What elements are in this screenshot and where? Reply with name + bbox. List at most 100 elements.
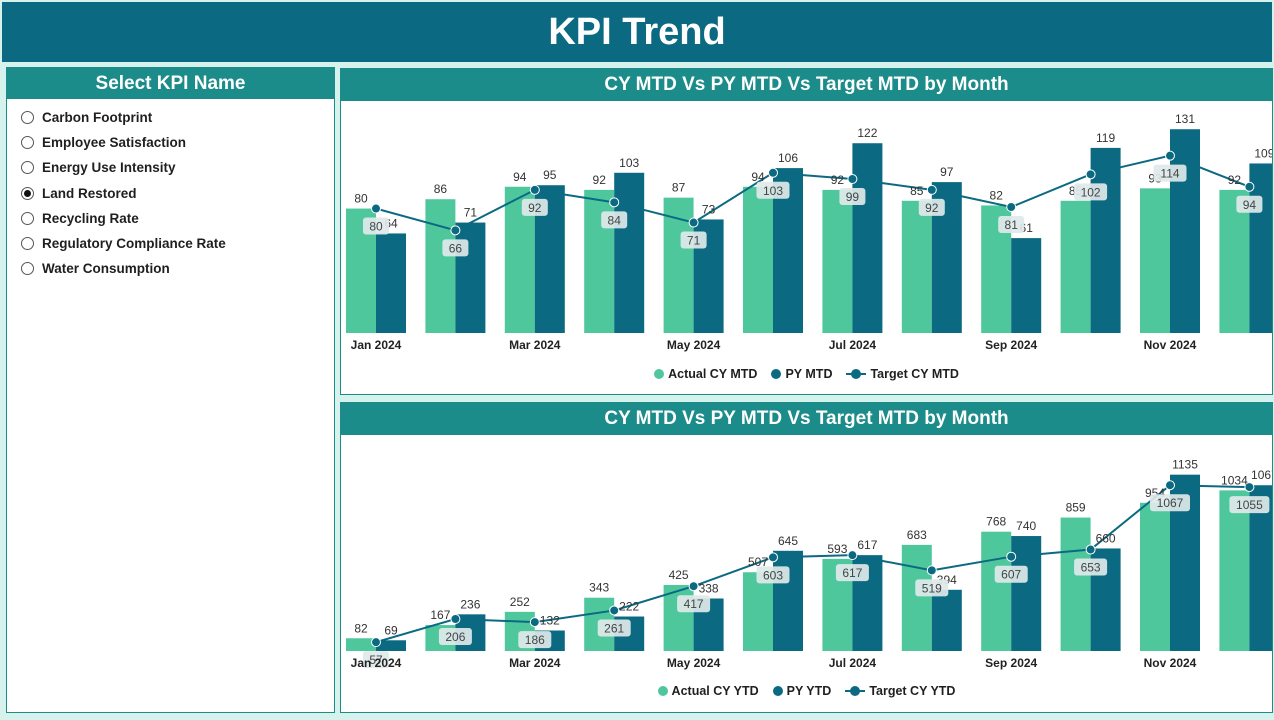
legend-actual-cy-ytd[interactable]: Actual CY YTD bbox=[657, 684, 759, 698]
target-point bbox=[1165, 480, 1175, 491]
bar-actual-label: 82 bbox=[354, 621, 368, 635]
slicer-option-label: Recycling Rate bbox=[42, 210, 139, 226]
radio-icon[interactable] bbox=[21, 237, 34, 251]
target-label-box bbox=[521, 198, 548, 216]
bar-actual-label: 507 bbox=[748, 555, 768, 569]
bar-py-label: 106 bbox=[778, 151, 798, 165]
target-point bbox=[529, 184, 540, 195]
target-label: 114 bbox=[1160, 167, 1179, 181]
legend-actual-label: Actual CY MTD bbox=[668, 367, 758, 381]
bar-actual-label: 82 bbox=[990, 188, 1004, 202]
target-label-box bbox=[835, 564, 869, 582]
target-label-box bbox=[442, 239, 469, 257]
slicer-option-label: Regulatory Compliance Rate bbox=[42, 236, 226, 252]
page-header: KPI Trend bbox=[2, 2, 1272, 62]
target-label: 519 bbox=[922, 581, 942, 595]
bar-actual bbox=[743, 186, 773, 333]
x-tick-label: Sep 2024 bbox=[985, 656, 1037, 670]
radio-icon[interactable] bbox=[21, 211, 34, 225]
target-label-box bbox=[1236, 195, 1263, 213]
slicer-option-label: Water Consumption bbox=[42, 261, 170, 277]
bar-py-label: 109 bbox=[1254, 146, 1272, 160]
bar-actual-label: 92 bbox=[593, 173, 607, 187]
radio-icon[interactable] bbox=[21, 136, 34, 150]
target-label-box bbox=[994, 565, 1028, 583]
kpi-slicer: Select KPI Name Carbon Footprint Employee… bbox=[6, 67, 335, 713]
target-label: 99 bbox=[846, 190, 860, 204]
target-label: 84 bbox=[608, 213, 622, 227]
mtd-chart: 8064867194959210387739410692122859782618… bbox=[346, 112, 1272, 352]
slicer-option[interactable]: Land Restored bbox=[21, 181, 334, 206]
legend-target-label: Target CY MTD bbox=[870, 367, 959, 381]
bar-actual-label: 80 bbox=[354, 192, 368, 206]
slicer-option[interactable]: Recycling Rate bbox=[21, 206, 334, 231]
target-point bbox=[1006, 551, 1017, 562]
bar-py bbox=[376, 233, 406, 333]
bar-py-label: 97 bbox=[940, 165, 954, 179]
bar-py-label: 71 bbox=[464, 206, 478, 220]
radio-icon[interactable] bbox=[21, 111, 34, 125]
bar-py bbox=[852, 143, 883, 333]
bar-py-label: 236 bbox=[460, 597, 480, 611]
target-label-box bbox=[756, 566, 790, 584]
slicer-option-label: Employee Satisfaction bbox=[42, 135, 187, 151]
target-point bbox=[1244, 181, 1255, 192]
target-point bbox=[847, 174, 858, 184]
legend-py-ytd[interactable]: PY YTD bbox=[772, 684, 832, 698]
mtd-legend: Actual CY MTD PY MTD Target CY MTD bbox=[341, 367, 1272, 381]
target-label: 617 bbox=[842, 566, 862, 580]
target-label: 81 bbox=[1005, 218, 1019, 232]
slicer-option[interactable]: Water Consumption bbox=[21, 256, 334, 281]
bar-actual bbox=[822, 189, 853, 333]
target-label: 92 bbox=[925, 201, 939, 215]
target-point bbox=[926, 184, 937, 195]
bar-actual-label: 94 bbox=[513, 170, 527, 184]
slicer-option[interactable]: Energy Use Intensity bbox=[21, 155, 334, 180]
bar-py bbox=[1011, 238, 1042, 333]
radio-icon[interactable] bbox=[21, 262, 34, 276]
target-point bbox=[1006, 202, 1017, 212]
target-line bbox=[375, 154, 1250, 232]
bar-py bbox=[614, 172, 645, 333]
radio-selected-icon[interactable] bbox=[21, 186, 34, 200]
bar-py-label: 1067 bbox=[1251, 468, 1272, 482]
legend-target-cy-mtd[interactable]: Target CY MTD bbox=[846, 367, 959, 381]
target-point bbox=[1085, 544, 1096, 555]
bar-py-label: 1135 bbox=[1172, 458, 1198, 472]
bar-py-label: 131 bbox=[1175, 112, 1195, 126]
target-label-box bbox=[839, 188, 866, 205]
slicer-option[interactable]: Employee Satisfaction bbox=[21, 130, 334, 155]
target-label: 92 bbox=[528, 201, 542, 215]
bar-py-label: 73 bbox=[702, 202, 716, 216]
slicer-option[interactable]: Regulatory Compliance Rate bbox=[21, 231, 334, 256]
bar-actual-label: 252 bbox=[510, 595, 530, 609]
x-tick-label: Mar 2024 bbox=[509, 338, 561, 352]
radio-icon[interactable] bbox=[21, 161, 34, 175]
bar-py bbox=[455, 222, 486, 333]
bar-actual-label: 1034 bbox=[1221, 473, 1248, 487]
slicer-option[interactable]: Carbon Footprint bbox=[21, 105, 334, 130]
legend-py-mtd[interactable]: PY MTD bbox=[771, 367, 832, 381]
target-label: 94 bbox=[1243, 198, 1257, 212]
legend-actual-cy-mtd[interactable]: Actual CY MTD bbox=[654, 367, 757, 381]
legend-target-marker bbox=[846, 369, 867, 379]
target-point bbox=[926, 565, 937, 576]
bar-py bbox=[1170, 129, 1200, 333]
target-label-box bbox=[1074, 558, 1108, 576]
x-tick-label: Jul 2024 bbox=[829, 656, 877, 670]
target-label-box bbox=[1153, 164, 1187, 182]
target-label-box bbox=[438, 627, 472, 645]
bar-py-label: 103 bbox=[619, 156, 639, 170]
ytd-chart-title: CY MTD Vs PY MTD Vs Target MTD by Month bbox=[341, 403, 1272, 435]
target-point bbox=[1165, 150, 1175, 161]
legend-py-label: PY YTD bbox=[786, 684, 832, 698]
x-tick-label: Jul 2024 bbox=[829, 338, 877, 352]
slicer-option-label: Land Restored bbox=[42, 185, 137, 201]
legend-target-cy-ytd[interactable]: Target CY YTD bbox=[845, 684, 955, 698]
target-label-box bbox=[677, 595, 711, 613]
bar-py bbox=[1249, 485, 1272, 651]
bar-actual bbox=[1140, 502, 1170, 651]
target-label: 186 bbox=[525, 633, 545, 647]
bar-actual-label: 593 bbox=[827, 542, 847, 556]
bar-actual bbox=[981, 531, 1012, 651]
